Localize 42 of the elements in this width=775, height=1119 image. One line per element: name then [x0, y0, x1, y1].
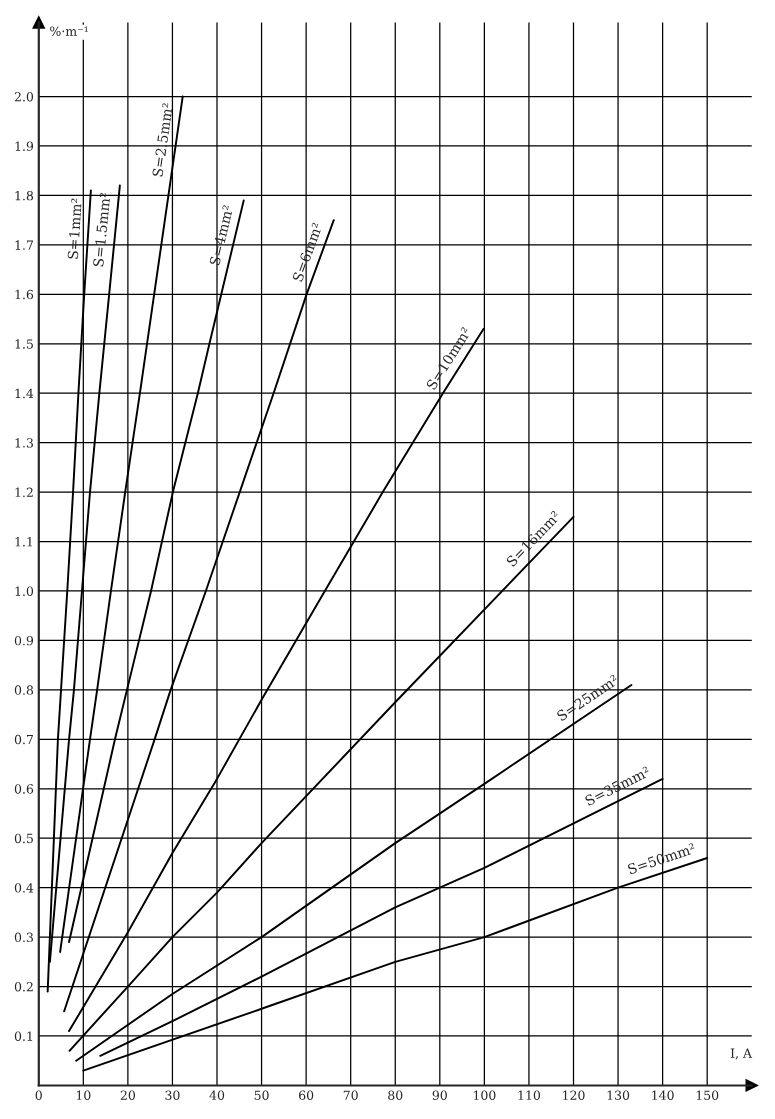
x-tick-label: 70	[343, 1090, 358, 1100]
y-tick-label: 1.5	[15, 339, 33, 349]
x-tick-label: 50	[254, 1090, 269, 1100]
y-tick-label: 1.1	[15, 537, 33, 547]
y-tick-label: 2.0	[14, 92, 34, 102]
x-tick-label: 140	[652, 1090, 674, 1100]
y-tick-label: 1.9	[15, 141, 34, 151]
text: S=1.5mm²	[92, 192, 111, 267]
x-axis-title: I, A	[730, 1048, 753, 1060]
y-axis-title: %·m⁻¹	[50, 26, 88, 36]
x-tick-label: 40	[209, 1090, 225, 1100]
y-tick-label: 0.9	[14, 635, 34, 646]
x-tick-label: 90	[432, 1090, 447, 1100]
x-tick-label: 10	[76, 1090, 91, 1100]
text: S=4mm²	[209, 204, 234, 266]
x-tick-label: 20	[120, 1090, 135, 1100]
y-tick-label: 0.4	[14, 883, 34, 893]
y-tick-label: 0.8	[14, 685, 34, 695]
y-tick-label: 1.7	[15, 240, 33, 250]
x-tick-label: 110	[518, 1090, 541, 1100]
x-tick-label: 0	[35, 1090, 42, 1100]
y-tick-label: 1.0	[15, 586, 34, 596]
x-tick-label: 80	[388, 1090, 403, 1100]
y-tick-label: 1.8	[15, 190, 34, 201]
x-tick-label: 150	[696, 1090, 719, 1100]
y-tick-label: 0.1	[14, 1031, 33, 1041]
x-tick-label: 60	[299, 1090, 314, 1100]
y-tick-label: 1.6	[15, 289, 34, 300]
text: S=2.5mm²	[152, 102, 173, 177]
y-tick-label: 1.3	[15, 438, 33, 448]
y-tick-label: 1.4	[15, 388, 34, 399]
y-tick-label: 0.7	[14, 734, 33, 745]
y-tick-label: 0.6	[14, 784, 34, 794]
x-tick-label: 30	[165, 1090, 180, 1100]
y-tick-label: 1.2	[15, 487, 33, 498]
y-tick-label: 0.3	[14, 932, 33, 943]
y-tick-label: 0.2	[14, 982, 33, 992]
x-tick-label: 100	[473, 1090, 496, 1100]
x-tick-label: 120	[563, 1090, 585, 1100]
y-tick-label: 0.5	[14, 833, 33, 844]
text: S=1mm²	[67, 198, 82, 259]
x-tick-label: 130	[607, 1090, 630, 1100]
